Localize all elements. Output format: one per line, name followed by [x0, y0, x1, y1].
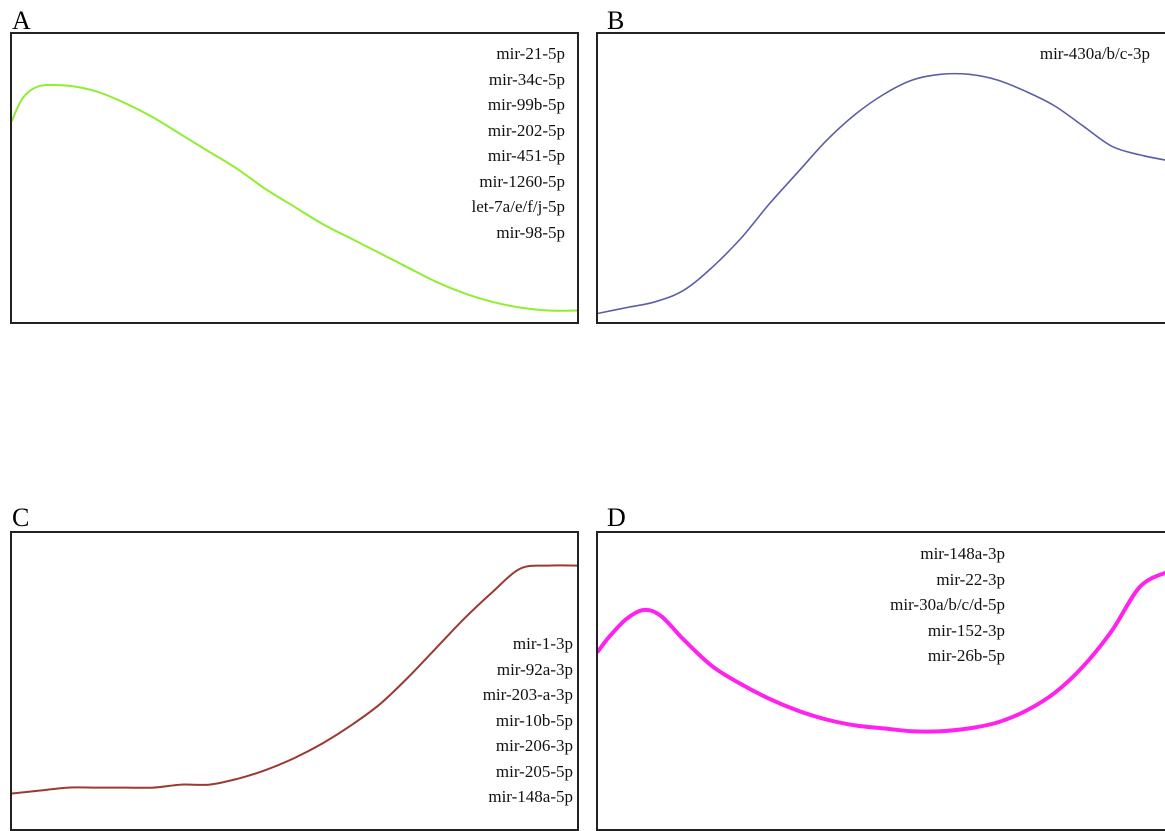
- series-line-a: [12, 83, 577, 312]
- series-label: let-7a/e/f/j-5p: [471, 197, 565, 216]
- series-label: mir-148a-5p: [488, 787, 573, 806]
- series-label: mir-202-5p: [487, 120, 565, 140]
- legend-a: mir-21-5p mir-34c-5p mir-99b-5p mir-202-5p m…: [472, 41, 565, 245]
- plot-area-b: [598, 72, 1165, 315]
- series-label: mir-206-3p: [495, 736, 573, 755]
- panel-label-a: A: [12, 6, 31, 35]
- plot-area-a: [12, 83, 577, 312]
- legend-d: mir-148a-3p mir-22-3p mir-30a/b/c/d-5p mir-…: [890, 541, 1005, 669]
- series-line-d: [598, 570, 1165, 734]
- panel-label-c: C: [12, 503, 30, 532]
- plot-frame-b: [596, 32, 1165, 324]
- series-label: mir-10b-5p: [495, 710, 573, 730]
- series-label: mir-98-5p: [496, 222, 565, 242]
- plot-frame-c: [10, 531, 579, 831]
- series-label: mir-30a/b/c/d-5p: [890, 595, 1005, 614]
- series-label: mir-451-5p: [487, 146, 565, 165]
- series-line-c: [12, 564, 577, 795]
- series-label: mir-26b-5p: [927, 646, 1005, 665]
- series-label: mir-34c-5p: [488, 69, 565, 89]
- series-label: mir-1-3p: [512, 634, 573, 653]
- plot-frame-d: [596, 531, 1165, 831]
- legend-c: mir-1-3p mir-92a-3p mir-203-a-3p mir-10b-5p…: [483, 631, 573, 810]
- plot-area-c: [12, 564, 577, 795]
- series-label: mir-430a/b/c-3p: [1039, 44, 1150, 63]
- series-label: mir-148a-3p: [920, 544, 1005, 563]
- plot-area-d: [598, 570, 1165, 734]
- panel-label-d: D: [607, 503, 626, 532]
- series-label: mir-92a-3p: [496, 659, 573, 679]
- legend-b: mir-430a/b/c-3p: [1040, 41, 1150, 67]
- series-label: mir-21-5p: [496, 44, 565, 63]
- series-label: mir-99b-5p: [487, 95, 565, 114]
- plot-frame-a: [10, 32, 579, 324]
- series-label: mir-1260-5p: [479, 171, 565, 191]
- series-label: mir-22-3p: [936, 569, 1005, 589]
- series-label: mir-203-a-3p: [482, 685, 573, 704]
- series-label: mir-205-5p: [495, 761, 573, 781]
- series-label: mir-152-3p: [927, 620, 1005, 640]
- series-line-b: [598, 72, 1165, 315]
- panel-label-b: B: [607, 6, 625, 35]
